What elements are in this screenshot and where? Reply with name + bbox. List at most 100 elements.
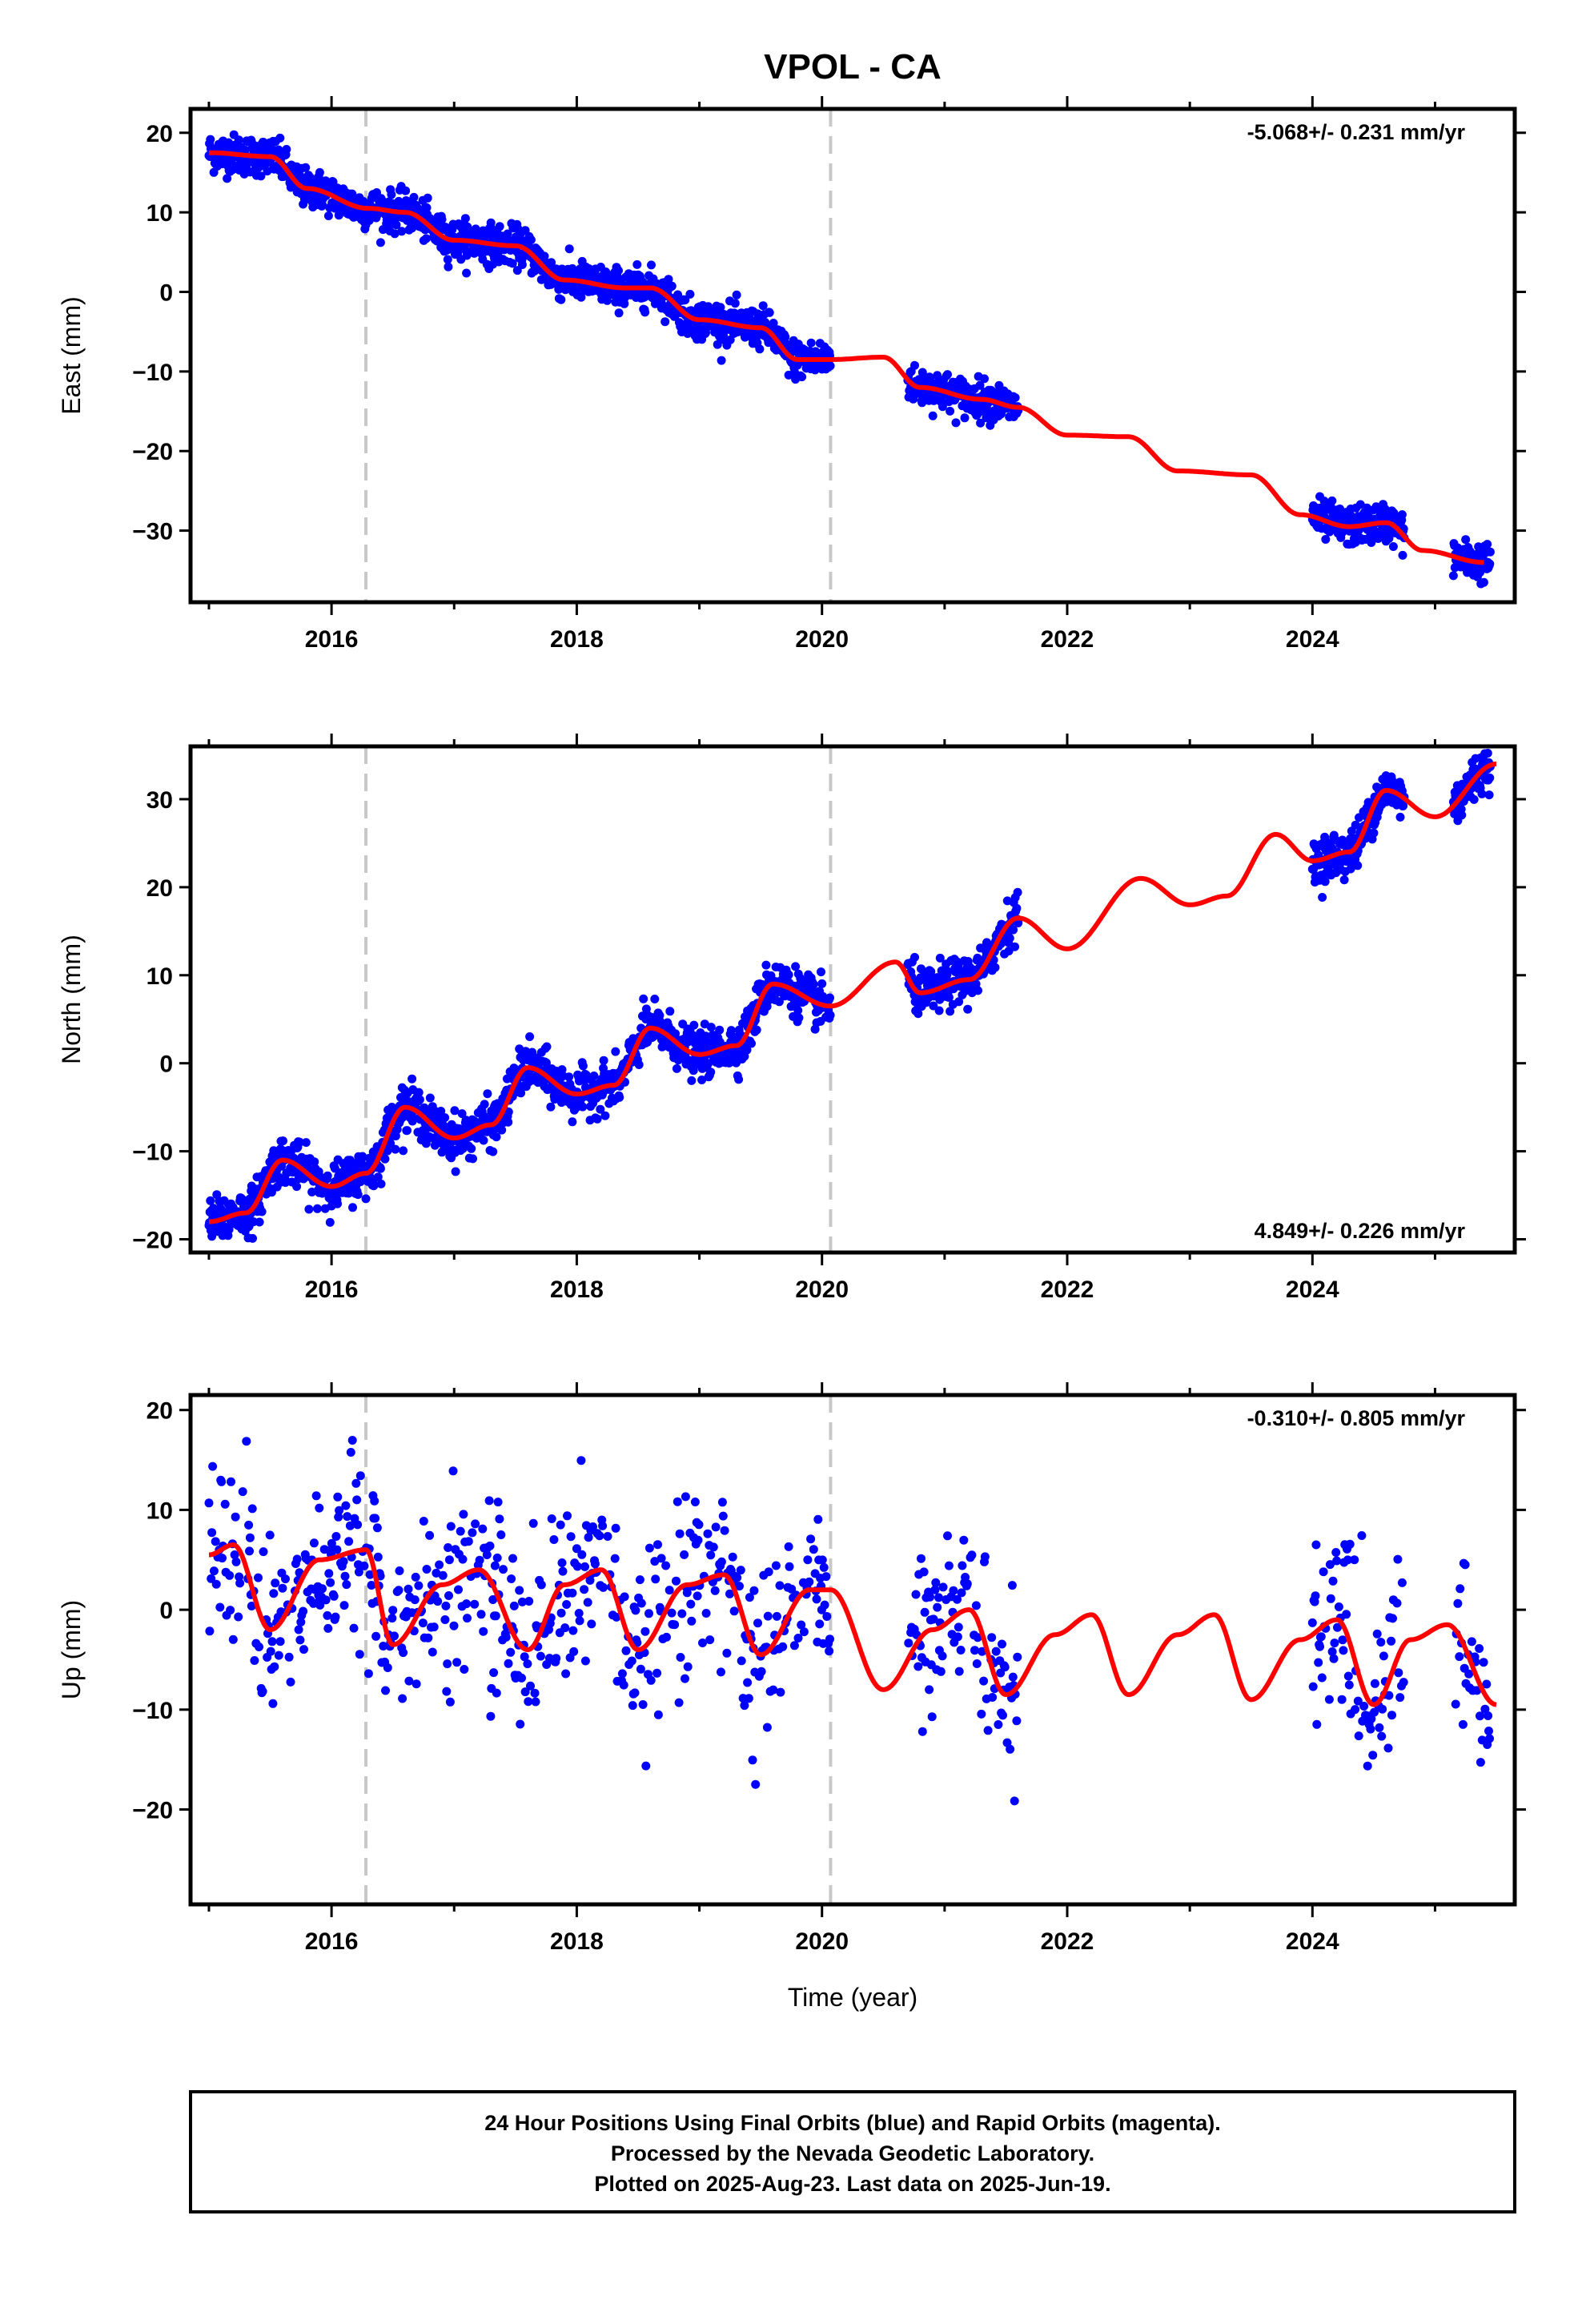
data-point <box>736 1566 745 1575</box>
data-point <box>1010 942 1019 951</box>
data-point <box>578 1102 588 1112</box>
data-point <box>263 167 272 176</box>
data-point <box>1344 1680 1354 1690</box>
data-point <box>954 1667 964 1676</box>
data-point <box>998 1639 1006 1649</box>
data-point <box>501 1632 511 1642</box>
data-point <box>528 1518 538 1528</box>
data-point <box>492 1688 501 1698</box>
data-point <box>479 1626 488 1636</box>
data-point <box>284 1652 294 1662</box>
data-point <box>589 1072 599 1080</box>
north-x-tick-label: 2016 <box>305 1277 359 1303</box>
data-point <box>972 1659 982 1668</box>
data-point <box>776 1687 785 1697</box>
data-point <box>664 275 673 284</box>
data-point <box>480 230 489 239</box>
data-point <box>524 1697 533 1707</box>
data-point <box>451 1167 460 1176</box>
north-y-tick-label: 20 <box>147 875 173 902</box>
data-point <box>784 970 793 979</box>
data-point <box>323 211 333 220</box>
data-point <box>774 997 784 1007</box>
data-point <box>1451 1699 1460 1709</box>
data-point <box>275 133 285 143</box>
data-point <box>612 1612 621 1622</box>
data-point <box>744 1694 753 1703</box>
data-point <box>742 1045 752 1055</box>
data-point <box>1479 577 1488 587</box>
data-point <box>1375 1723 1384 1732</box>
data-point <box>979 1676 989 1686</box>
data-point <box>224 1224 234 1234</box>
data-point <box>975 380 985 390</box>
data-point <box>1398 550 1407 560</box>
data-point <box>1008 1672 1018 1682</box>
data-point <box>632 259 642 269</box>
data-point <box>234 135 243 145</box>
data-point <box>943 967 952 976</box>
data-point <box>617 1669 627 1679</box>
data-point <box>415 1095 424 1104</box>
data-point <box>599 1582 608 1592</box>
data-point <box>821 1572 831 1582</box>
data-point <box>694 1520 704 1530</box>
data-point <box>667 281 677 291</box>
data-point <box>220 1499 230 1509</box>
data-point <box>1399 801 1408 810</box>
data-point <box>1354 1731 1363 1741</box>
data-point <box>1395 1693 1405 1703</box>
data-point <box>726 1026 736 1035</box>
data-point <box>743 1678 753 1687</box>
data-point <box>670 1620 680 1630</box>
data-point <box>944 992 954 1002</box>
data-point <box>495 1514 504 1524</box>
data-point <box>358 1152 367 1161</box>
data-point <box>547 258 556 267</box>
data-point <box>603 1532 612 1541</box>
data-point <box>656 1554 666 1563</box>
data-point <box>414 1581 424 1590</box>
data-point <box>747 1039 756 1048</box>
data-point <box>507 1574 516 1583</box>
data-point <box>1328 1576 1338 1586</box>
data-point <box>793 1006 803 1015</box>
data-point <box>931 1578 941 1587</box>
data-point <box>710 1586 720 1595</box>
data-point <box>299 1606 308 1616</box>
data-point <box>324 1569 334 1578</box>
data-point <box>687 1616 697 1626</box>
data-point <box>370 1496 379 1506</box>
data-point <box>1319 1567 1328 1577</box>
data-point <box>457 1109 467 1119</box>
data-point <box>720 1526 729 1535</box>
data-point <box>230 1550 239 1559</box>
data-point <box>1366 1724 1375 1734</box>
data-point <box>825 1647 834 1656</box>
data-point <box>934 1593 943 1602</box>
data-point <box>294 1625 303 1634</box>
data-point <box>650 995 660 1003</box>
data-point <box>717 356 726 365</box>
data-point <box>717 1557 726 1566</box>
data-point <box>809 1545 818 1554</box>
data-point <box>1010 1796 1019 1806</box>
data-point <box>227 1477 235 1486</box>
data-point <box>576 292 586 302</box>
data-point <box>927 1712 937 1722</box>
data-point <box>1370 1707 1379 1717</box>
data-point <box>339 1557 348 1566</box>
data-point <box>1477 789 1487 798</box>
data-point <box>371 1631 381 1641</box>
data-point <box>315 1503 324 1513</box>
data-point <box>926 1592 934 1602</box>
north-x-tick-label: 2022 <box>1041 1277 1094 1303</box>
data-point <box>470 1599 480 1609</box>
data-point <box>391 1144 400 1154</box>
data-point <box>388 1606 398 1615</box>
data-point <box>450 1106 460 1116</box>
data-point <box>1370 1679 1379 1688</box>
data-point <box>728 1552 737 1562</box>
data-point <box>517 260 527 269</box>
